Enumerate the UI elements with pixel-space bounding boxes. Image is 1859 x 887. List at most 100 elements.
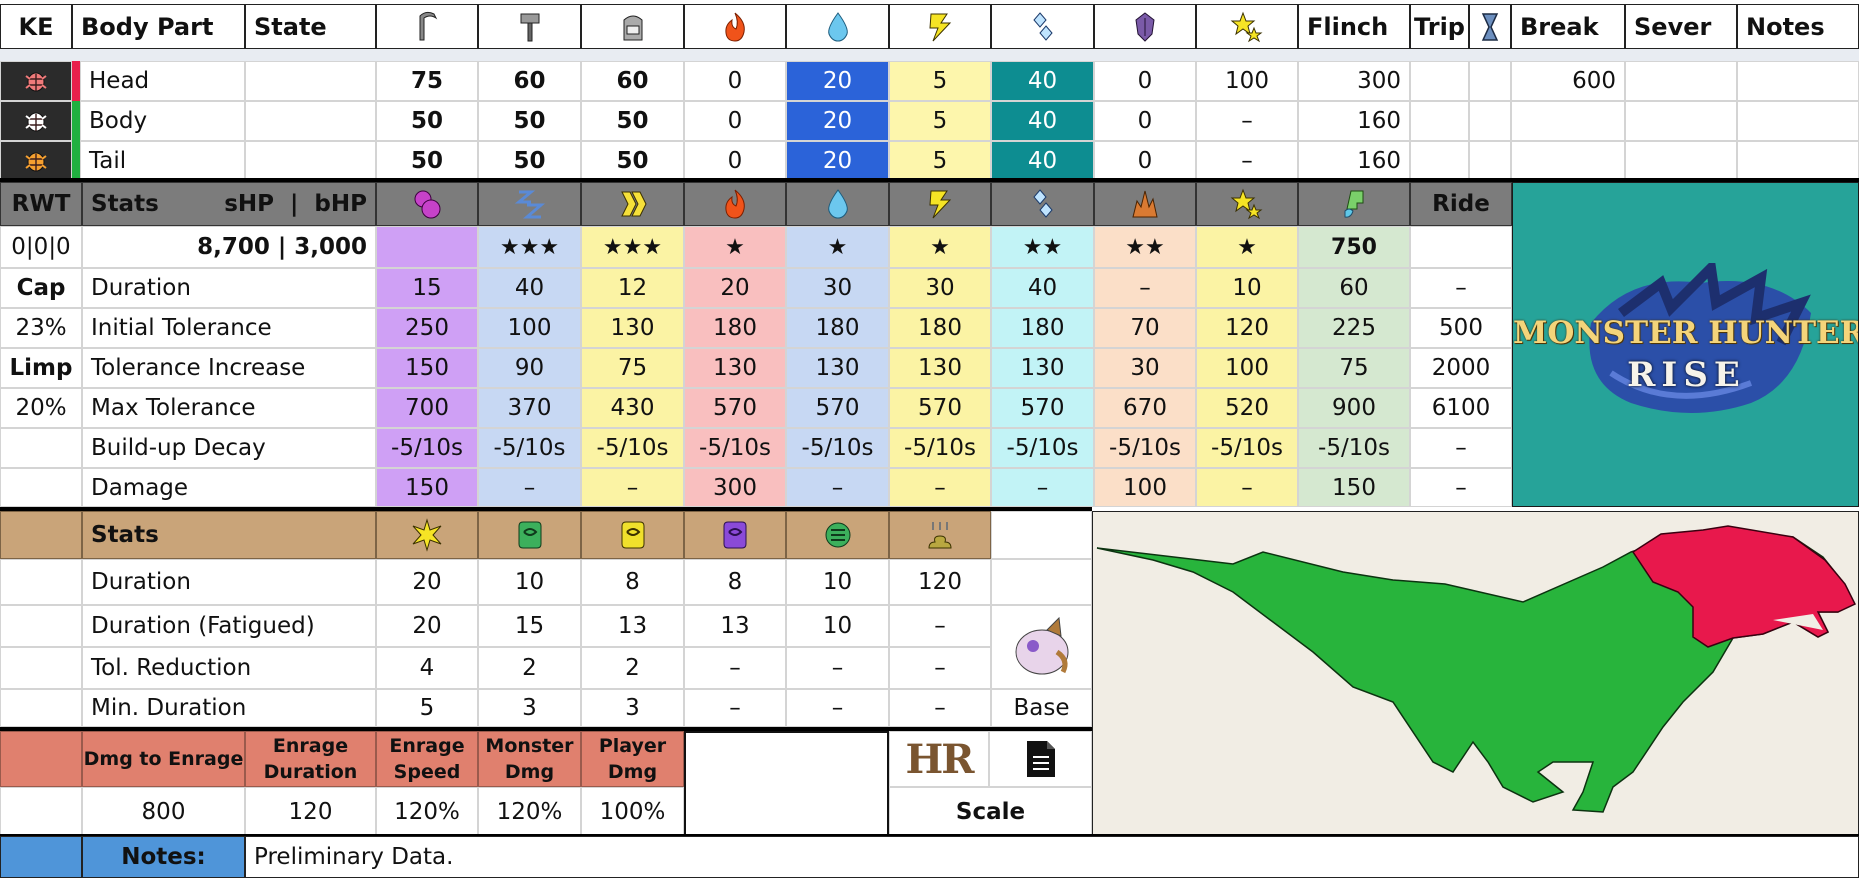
trip-time-value <box>1469 141 1511 181</box>
hitzone-fire: 0 <box>684 61 786 101</box>
rating-cell: ★ <box>889 226 991 268</box>
paralysis-icon-header <box>581 182 684 226</box>
status-value: – <box>1410 428 1512 468</box>
dragon-icon-header <box>1094 4 1196 49</box>
status-value: 130 <box>889 348 991 388</box>
status-value: 500 <box>1410 308 1512 348</box>
status-value: – <box>478 468 581 507</box>
status-value: 180 <box>991 308 1094 348</box>
status-value: 40 <box>478 268 581 308</box>
trap-value: 10 <box>786 559 889 605</box>
notes-text: Preliminary Data. <box>245 836 1859 878</box>
sever-weapon-icon-header <box>376 4 478 49</box>
status-value: 100 <box>1094 468 1196 507</box>
trap-side <box>0 647 82 689</box>
status-value: -5/10s <box>478 428 581 468</box>
trap-value: 4 <box>376 647 478 689</box>
status-value: -5/10s <box>786 428 889 468</box>
status-value: – <box>1094 268 1196 308</box>
rating-cell: ★ <box>786 226 889 268</box>
rage-header: Monster Dmg <box>478 731 581 787</box>
section-divider <box>0 507 1092 511</box>
ice-icon <box>1026 10 1060 44</box>
stats-hp-header: Stats sHP | bHP <box>82 182 376 226</box>
fire-blight-icon-header <box>684 182 786 226</box>
status-value: -5/10s <box>991 428 1094 468</box>
status-value: -5/10s <box>1094 428 1196 468</box>
scale-label: Scale <box>889 787 1092 836</box>
status-value: 100 <box>1196 348 1298 388</box>
status-value: 15 <box>376 268 478 308</box>
status-stat-label: Tolerance Increase <box>82 348 376 388</box>
blank-cell <box>991 511 1092 559</box>
flinch-value: 160 <box>1298 101 1410 141</box>
trap-value: 120 <box>889 559 991 605</box>
rating-cell: ★ <box>1196 226 1298 268</box>
rage-value: 800 <box>82 787 245 836</box>
palamute-icon <box>991 605 1092 689</box>
shock-trap-icon-header <box>478 511 581 559</box>
status-value: 570 <box>786 388 889 428</box>
flash-icon-header <box>376 511 478 559</box>
status-value: 130 <box>786 348 889 388</box>
trap-value: – <box>684 647 786 689</box>
hitzone-sever: 50 <box>376 101 478 141</box>
shock-trap-icon <box>513 518 547 552</box>
status-value: 130 <box>684 348 786 388</box>
section-divider <box>0 834 1859 837</box>
col-header-body_part: Body Part <box>72 4 245 49</box>
status-value: 120 <box>1196 308 1298 348</box>
status-value: – <box>1410 268 1512 308</box>
trap-side <box>0 689 82 727</box>
status-value: – <box>786 468 889 507</box>
side-info: Cap <box>0 268 82 308</box>
hitzone-fire: 0 <box>684 101 786 141</box>
sonic-icon-header <box>684 511 786 559</box>
side-info <box>0 428 82 468</box>
state-cell <box>245 101 376 141</box>
status-value: 12 <box>581 268 684 308</box>
hitzone-shot: 50 <box>581 141 684 181</box>
status-value: – <box>1410 468 1512 507</box>
status-value: 30 <box>786 268 889 308</box>
status-value: -5/10s <box>1196 428 1298 468</box>
thunder-blight-icon <box>923 187 957 221</box>
hitzone-water: 20 <box>786 101 889 141</box>
rating-cell: ★ <box>684 226 786 268</box>
rwt-value: 0|0|0 <box>0 226 82 268</box>
rating-cell: ★★★ <box>478 226 581 268</box>
rating-cell: ★★ <box>991 226 1094 268</box>
col-header-break: Break <box>1511 4 1625 49</box>
stun-icon-header <box>1196 4 1298 49</box>
rage-value: 120 <box>245 787 376 836</box>
trap-value: 2 <box>581 647 684 689</box>
water-blight-icon-header <box>786 182 889 226</box>
poison-icon <box>410 187 444 221</box>
trap-value: – <box>786 689 889 727</box>
logo-subtitle: RISE <box>1627 355 1746 395</box>
status-value: 30 <box>889 268 991 308</box>
notes-value <box>1737 141 1859 181</box>
status-value: – <box>991 468 1094 507</box>
status-value: 180 <box>684 308 786 348</box>
status-value: – <box>889 468 991 507</box>
col-header-trip: Trip <box>1410 4 1469 49</box>
status-value: 40 <box>991 268 1094 308</box>
stats-label: Stats <box>91 191 159 217</box>
blunt-weapon-icon-header <box>478 4 581 49</box>
status-value: 20 <box>684 268 786 308</box>
dragon-icon <box>1128 10 1162 44</box>
hr-icon: HR <box>889 731 989 787</box>
hitzone-sever: 50 <box>376 141 478 181</box>
rating-cell: ★★★ <box>581 226 684 268</box>
col-header-flinch: Flinch <box>1298 4 1410 49</box>
status-value: -5/10s <box>376 428 478 468</box>
trap-side <box>0 605 82 647</box>
status-value: 10 <box>1196 268 1298 308</box>
status-stat-label: Build-up Decay <box>82 428 376 468</box>
water-icon <box>821 10 855 44</box>
thunder-icon-header <box>889 4 991 49</box>
hitzone-thunder: 5 <box>889 141 991 181</box>
trap-value: 20 <box>376 605 478 647</box>
rage-header: Enrage Speed <box>376 731 478 787</box>
